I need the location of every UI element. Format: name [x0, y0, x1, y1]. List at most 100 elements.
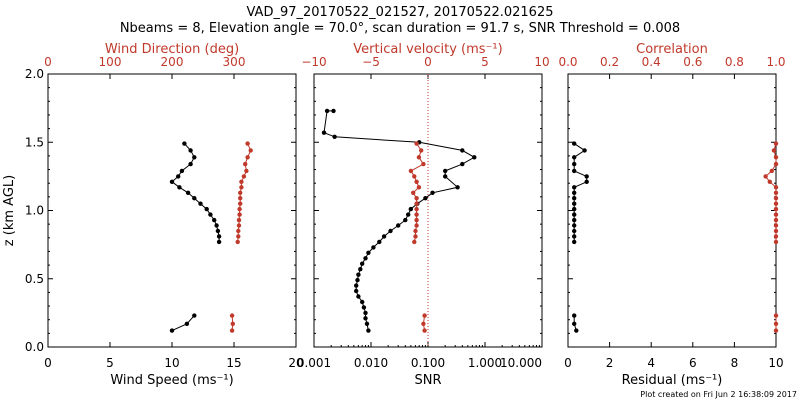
- data-point: [356, 272, 361, 277]
- data-point: [363, 310, 368, 316]
- data-point: [321, 130, 327, 135]
- data-point: [413, 228, 418, 234]
- data-point: [773, 196, 779, 201]
- data-point: [773, 217, 779, 223]
- data-point: [324, 108, 330, 114]
- x-axis-label: Residual (ms⁻¹): [622, 373, 723, 388]
- data-point: [414, 201, 419, 206]
- x-tick-label: 1.000: [468, 356, 502, 370]
- data-point: [771, 148, 777, 153]
- data-point: [245, 141, 250, 146]
- top-axis-label: Correlation: [636, 42, 708, 57]
- data-point: [767, 179, 772, 184]
- data-point: [177, 185, 182, 190]
- data-point: [414, 217, 419, 223]
- data-point: [169, 328, 175, 333]
- x-tick-label: 15: [226, 356, 241, 370]
- data-point: [238, 196, 243, 201]
- x-tick-label: 10: [164, 356, 179, 370]
- data-point: [363, 316, 368, 321]
- data-point: [230, 321, 235, 326]
- data-point: [408, 206, 413, 212]
- data-point: [366, 250, 371, 255]
- data-point: [185, 190, 191, 195]
- data-point: [572, 223, 577, 228]
- data-point: [414, 212, 419, 217]
- x-tick-label: 10.000: [500, 356, 542, 370]
- data-point: [572, 201, 577, 206]
- figure-title: VAD_97_20170522_021527, 20170522.021625: [247, 5, 554, 20]
- data-point: [237, 206, 242, 212]
- data-point: [237, 212, 242, 217]
- data-point: [572, 228, 577, 234]
- data-point: [377, 239, 382, 245]
- data-point: [773, 328, 779, 333]
- data-point: [406, 212, 411, 217]
- x-tick-label: 2: [606, 356, 614, 370]
- x-tick-label: 10: [768, 356, 783, 370]
- data-point: [354, 283, 359, 288]
- data-point: [361, 305, 367, 310]
- data-point: [773, 206, 779, 212]
- data-point: [408, 168, 414, 174]
- series-line: [171, 315, 195, 332]
- y-axis-label: z (km AGL): [2, 175, 17, 246]
- data-point: [363, 256, 368, 261]
- top-tick-label: 0.8: [725, 55, 744, 69]
- data-point: [413, 234, 418, 239]
- data-point: [243, 161, 248, 167]
- data-point: [572, 206, 577, 212]
- data-point: [354, 288, 359, 294]
- data-point: [414, 141, 419, 146]
- x-axis-label: Wind Speed (ms⁻¹): [110, 373, 233, 388]
- data-point: [356, 294, 361, 299]
- top-axis-label: Wind Direction (deg): [105, 42, 239, 57]
- data-point: [574, 328, 579, 333]
- top-tick-label: 100: [99, 55, 122, 69]
- data-point: [572, 141, 577, 146]
- data-point: [773, 155, 779, 160]
- data-point: [572, 212, 577, 217]
- y-tick-label: 1.5: [25, 135, 44, 149]
- data-point: [773, 190, 779, 195]
- data-point: [584, 174, 589, 179]
- data-point: [192, 313, 197, 318]
- data-point: [472, 155, 477, 160]
- data-point: [192, 196, 197, 201]
- data-point: [169, 179, 175, 184]
- data-point: [443, 168, 448, 174]
- data-point: [208, 212, 213, 217]
- data-point: [214, 223, 219, 228]
- data-point: [773, 234, 779, 239]
- data-point: [572, 234, 577, 239]
- data-point: [212, 217, 217, 223]
- data-point: [360, 299, 365, 305]
- x-tick-label: 8: [731, 356, 739, 370]
- data-point: [419, 148, 424, 153]
- panel-frame: [313, 73, 543, 348]
- data-point: [582, 148, 587, 153]
- data-point: [416, 185, 422, 190]
- data-point: [204, 206, 209, 212]
- data-point: [216, 239, 222, 245]
- top-tick-label: 10: [534, 55, 549, 69]
- data-point: [396, 223, 401, 228]
- data-point: [248, 148, 253, 153]
- data-point: [421, 321, 426, 326]
- data-point: [188, 161, 193, 167]
- data-point: [414, 206, 419, 212]
- x-tick-label: 0.001: [297, 356, 331, 370]
- top-tick-label: −5: [362, 55, 380, 69]
- data-point: [773, 223, 779, 228]
- data-point: [239, 179, 244, 184]
- data-point: [360, 261, 365, 266]
- plot-footer: Plot created on Fri Jun 2 16:38:09 2017: [640, 390, 797, 399]
- top-tick-label: 0: [424, 55, 432, 69]
- figure-subtitle: Nbeams = 8, Elevation angle = 70.0°, sca…: [120, 21, 680, 36]
- top-tick-label: 1.0: [766, 55, 785, 69]
- data-point: [572, 190, 577, 195]
- data-point: [366, 328, 371, 333]
- x-tick-label: 5: [106, 356, 114, 370]
- data-point: [773, 313, 779, 318]
